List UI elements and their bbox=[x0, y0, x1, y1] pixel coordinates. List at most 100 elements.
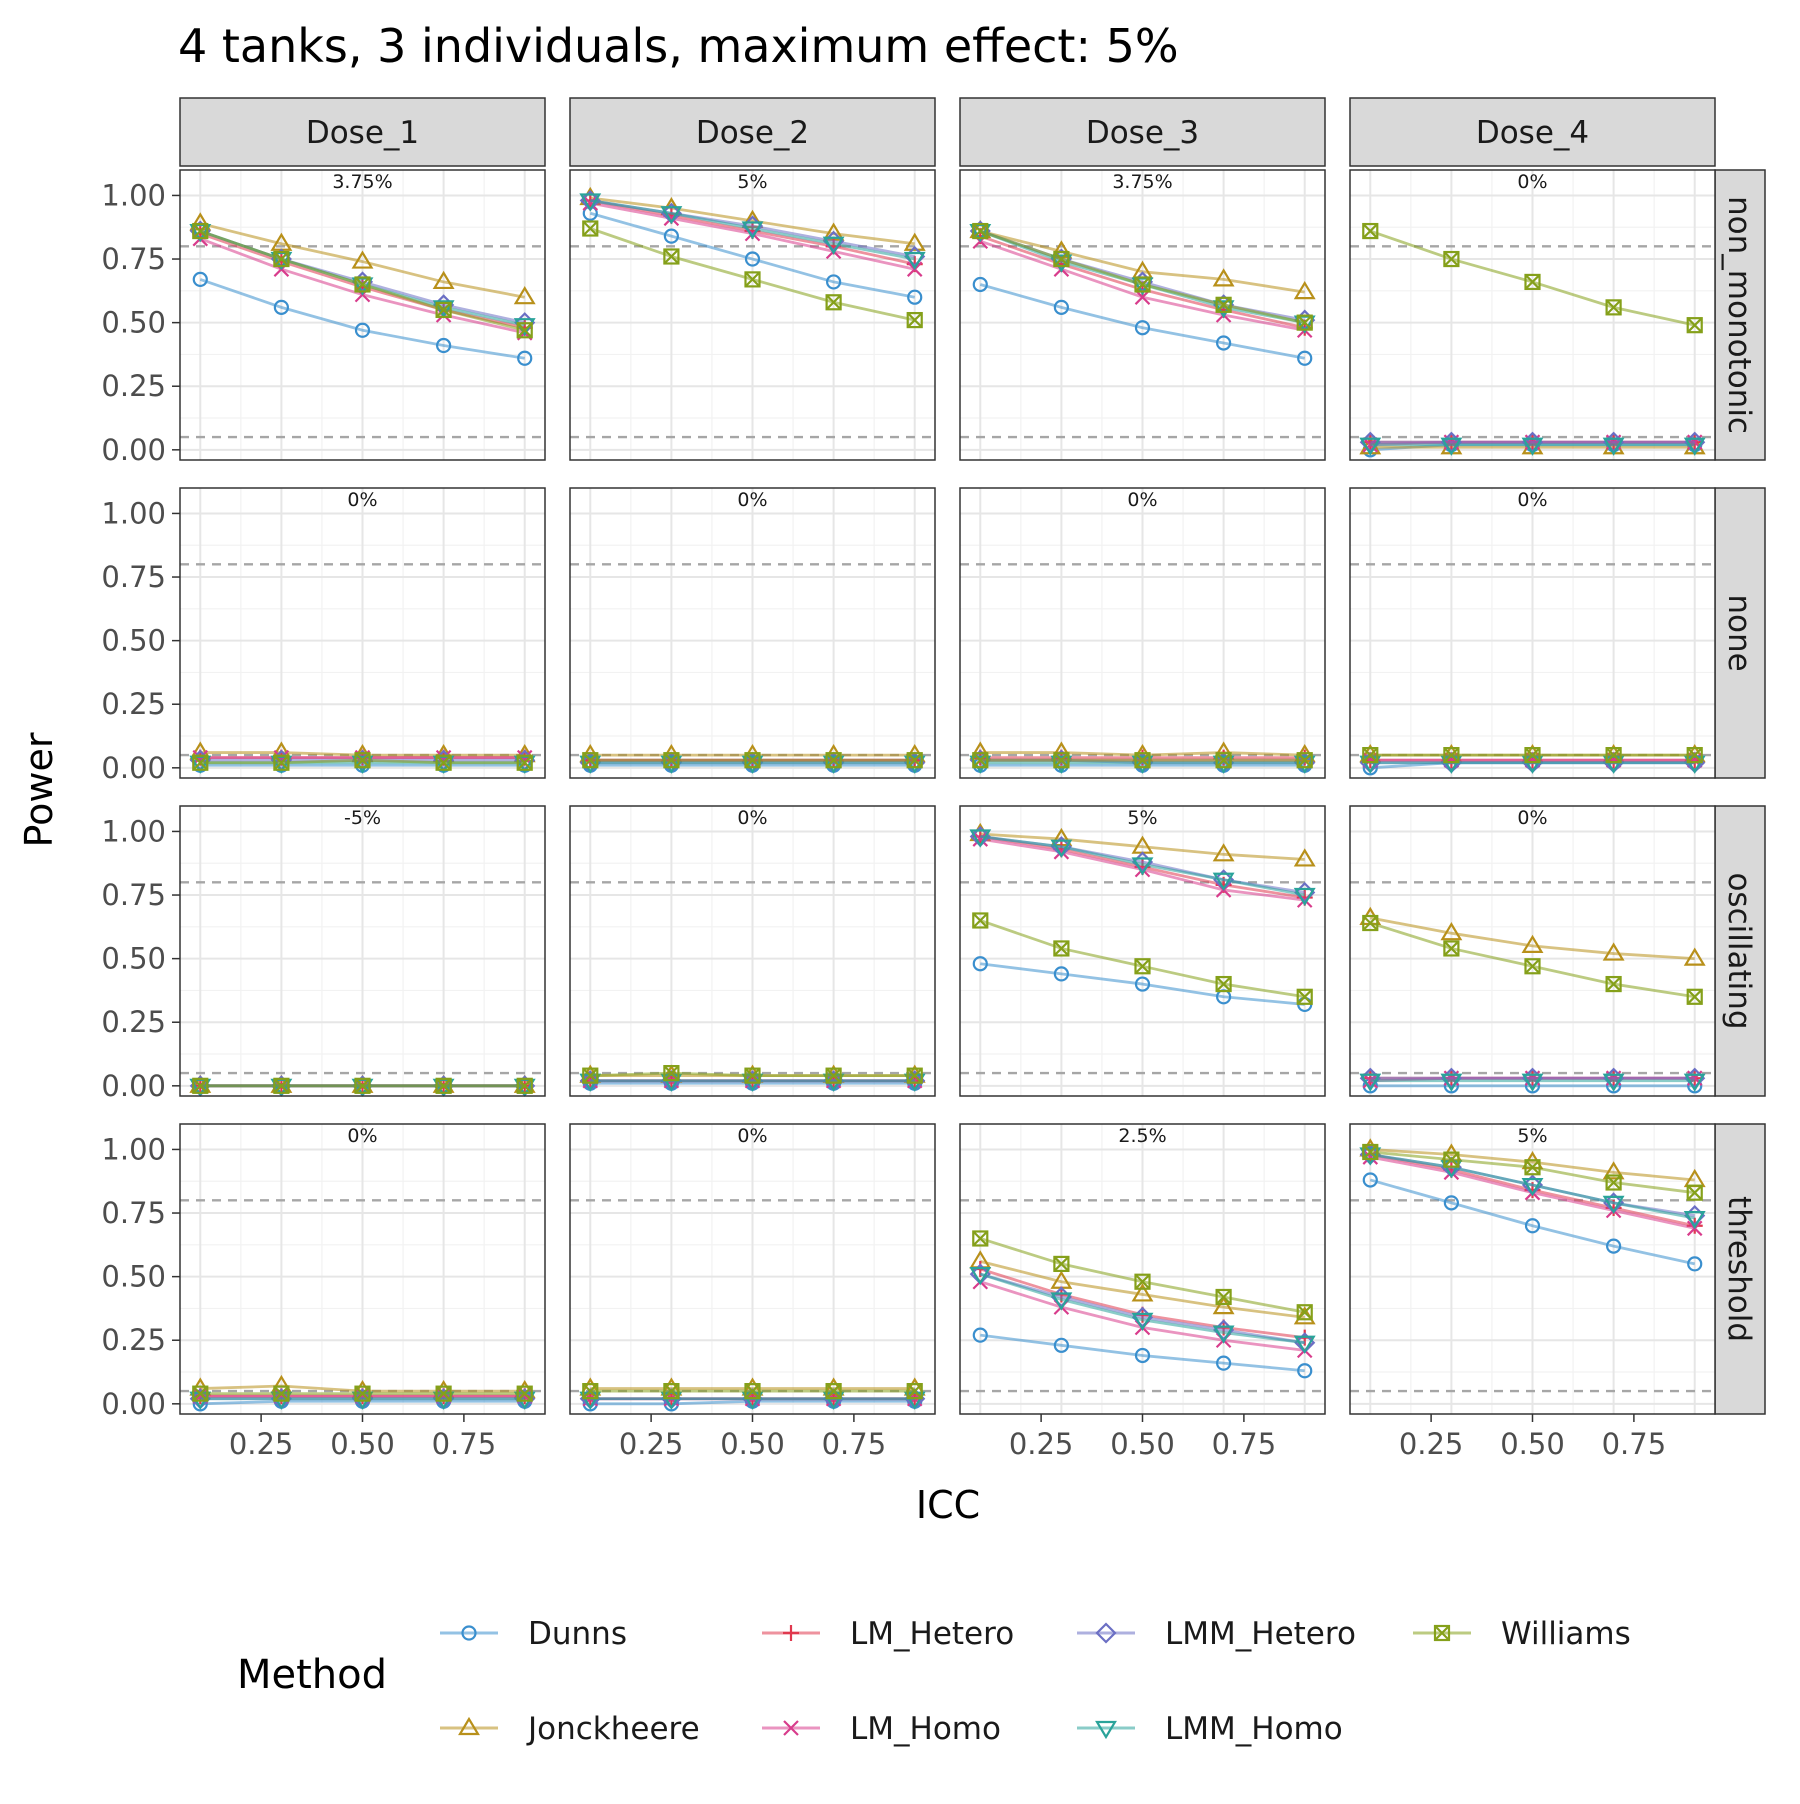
marker-x bbox=[1605, 299, 1622, 316]
panel-oscillating-dose-3: 5% bbox=[959, 805, 1326, 1097]
marker-square bbox=[192, 1385, 209, 1402]
data-point bbox=[1602, 1073, 1625, 1092]
marker-x bbox=[1053, 940, 1070, 957]
data-point bbox=[826, 274, 842, 290]
data-point bbox=[969, 1266, 992, 1286]
data-point bbox=[906, 1383, 923, 1400]
marker-square bbox=[1524, 1159, 1541, 1176]
data-point bbox=[1362, 222, 1379, 240]
data-point bbox=[1602, 1195, 1625, 1214]
panel-border bbox=[1349, 805, 1716, 1097]
marker-square bbox=[744, 1383, 761, 1400]
column-strip-dose-4: Dose_4 bbox=[1349, 97, 1716, 167]
series-line bbox=[979, 283, 1305, 360]
panel-effect-label: 0% bbox=[1517, 807, 1547, 829]
series-lmm-homo bbox=[1359, 437, 1706, 456]
marker-square bbox=[906, 311, 923, 329]
marker-square bbox=[354, 1385, 371, 1402]
data-point bbox=[972, 1230, 989, 1247]
data-point bbox=[1362, 914, 1379, 932]
y-tick-label: 1.00 bbox=[101, 178, 166, 212]
data-point bbox=[822, 236, 845, 255]
data-point bbox=[1053, 752, 1070, 769]
marker-x bbox=[273, 1078, 290, 1094]
data-point bbox=[1296, 752, 1313, 769]
data-point bbox=[972, 912, 989, 929]
marker-square bbox=[1362, 1143, 1379, 1161]
data-point bbox=[1683, 437, 1706, 456]
marker-square bbox=[1605, 1174, 1622, 1191]
series-line bbox=[980, 962, 1305, 1006]
data-point bbox=[435, 1385, 452, 1402]
marker-x bbox=[1053, 251, 1070, 267]
panel-effect-label: 0% bbox=[1127, 489, 1157, 511]
marker-x bbox=[663, 752, 680, 768]
data-point bbox=[1050, 1292, 1073, 1311]
panel-effect-label: 0% bbox=[347, 489, 377, 511]
panel-none-dose-3: 0% bbox=[959, 487, 1326, 779]
data-point bbox=[1216, 1355, 1232, 1371]
data-point bbox=[1134, 958, 1151, 975]
data-point bbox=[1053, 940, 1070, 957]
y-tick-label: 0.00 bbox=[101, 433, 166, 467]
marker-square bbox=[663, 1383, 680, 1400]
data-point bbox=[582, 220, 599, 237]
marker-square bbox=[1524, 747, 1541, 764]
data-point bbox=[1602, 755, 1625, 774]
data-point bbox=[1134, 1347, 1151, 1364]
marker-x bbox=[435, 302, 452, 318]
series-line bbox=[980, 1333, 1305, 1373]
panel-oscillating-dose-4: 0% bbox=[1349, 805, 1716, 1097]
marker-square bbox=[273, 1385, 290, 1402]
marker-x bbox=[192, 223, 209, 239]
data-point bbox=[825, 752, 842, 769]
column-strip-background bbox=[569, 97, 936, 167]
row-strip-label: threshold bbox=[1721, 1196, 1757, 1342]
panel-effect-label: 2.5% bbox=[1118, 1125, 1166, 1147]
column-strip-label: Dose_2 bbox=[696, 115, 809, 151]
marker-square bbox=[273, 754, 290, 771]
marker-square bbox=[972, 222, 989, 240]
panel-border bbox=[179, 805, 546, 1097]
panel-border bbox=[959, 169, 1326, 461]
marker-x bbox=[825, 294, 842, 311]
data-point bbox=[663, 248, 680, 265]
data-point bbox=[516, 1077, 533, 1094]
marker-square bbox=[1524, 958, 1541, 975]
data-point bbox=[432, 270, 455, 290]
panel-none-dose-2: 0% bbox=[569, 487, 936, 779]
marker-x bbox=[1434, 1625, 1450, 1641]
data-point bbox=[660, 206, 683, 225]
panel-effect-label: 3.75% bbox=[1112, 171, 1172, 193]
marker-square bbox=[582, 1383, 599, 1400]
data-point bbox=[1053, 1337, 1069, 1353]
marker-square bbox=[825, 1383, 842, 1400]
marker-square bbox=[663, 1065, 680, 1082]
marker-x bbox=[1215, 752, 1232, 768]
data-point bbox=[579, 1391, 602, 1410]
data-point bbox=[1053, 1255, 1070, 1273]
series-williams bbox=[192, 1077, 533, 1094]
marker-square bbox=[744, 752, 761, 769]
data-point bbox=[1131, 857, 1154, 876]
marker-square bbox=[825, 752, 842, 769]
column-strip-dose-3: Dose_3 bbox=[959, 97, 1326, 167]
data-point bbox=[435, 1077, 452, 1094]
data-point bbox=[1215, 975, 1232, 993]
y-tick-label: 0.25 bbox=[101, 369, 166, 403]
panel-effect-label: 0% bbox=[737, 1125, 767, 1147]
row-strip-threshold: threshold bbox=[1714, 1123, 1766, 1415]
data-point bbox=[1443, 250, 1460, 268]
marker-square bbox=[1433, 1624, 1451, 1642]
data-point bbox=[354, 1385, 371, 1402]
panel-border bbox=[569, 805, 936, 1097]
marker-x bbox=[516, 1078, 533, 1094]
data-point bbox=[1053, 299, 1069, 315]
marker-square bbox=[1605, 747, 1622, 764]
data-point bbox=[972, 956, 988, 972]
marker-square bbox=[1053, 1255, 1070, 1273]
series-lmm-homo bbox=[1359, 1073, 1706, 1092]
marker-square bbox=[273, 1077, 290, 1094]
marker-square bbox=[582, 220, 599, 237]
